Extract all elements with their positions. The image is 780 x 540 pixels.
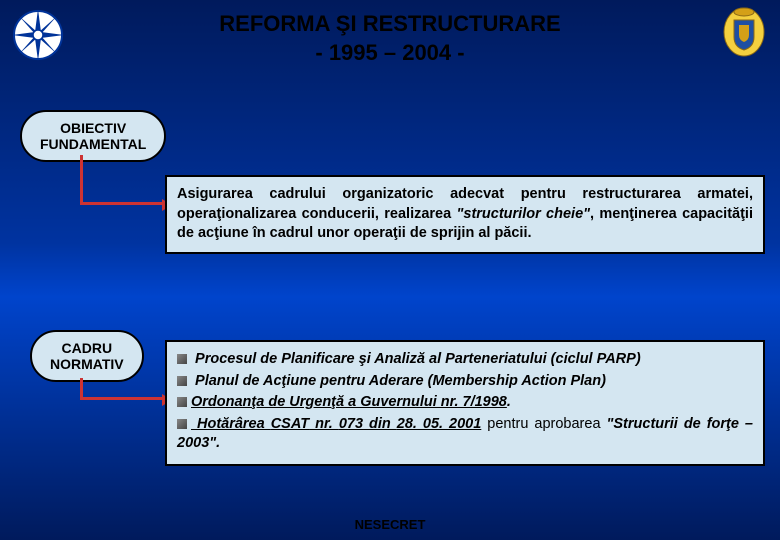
- bullet-icon: [177, 419, 187, 429]
- coat-of-arms-icon: [717, 2, 772, 57]
- list-item: Ordonanţa de Urgenţă a Guvernului nr. 7/…: [177, 393, 753, 413]
- bullet-icon: [177, 354, 187, 364]
- content-cadru: Procesul de Planificare şi Analiză al Pa…: [165, 340, 765, 466]
- list-item: Planul de Acţiune pentru Aderare (Member…: [177, 372, 753, 392]
- connector-line-1: [80, 155, 165, 205]
- footer-classification: NESECRET: [0, 517, 780, 532]
- nato-logo-icon: [8, 5, 68, 65]
- list-item: Hotărârea CSAT nr. 073 din 28. 05. 2001 …: [177, 415, 753, 454]
- title-line2: - 1995 – 2004 -: [0, 39, 780, 68]
- list-item: Procesul de Planificare şi Analiză al Pa…: [177, 350, 753, 370]
- content-obiectiv: Asigurarea cadrului organizatoric adecva…: [165, 175, 765, 254]
- title-line1: REFORMA ŞI RESTRUCTURARE: [0, 10, 780, 39]
- bullet-icon: [177, 397, 187, 407]
- connector-line-2: [80, 378, 165, 400]
- page-title: REFORMA ŞI RESTRUCTURARE - 1995 – 2004 -: [0, 0, 780, 67]
- bullet-icon: [177, 376, 187, 386]
- label-cadru: CADRU NORMATIV: [30, 330, 144, 382]
